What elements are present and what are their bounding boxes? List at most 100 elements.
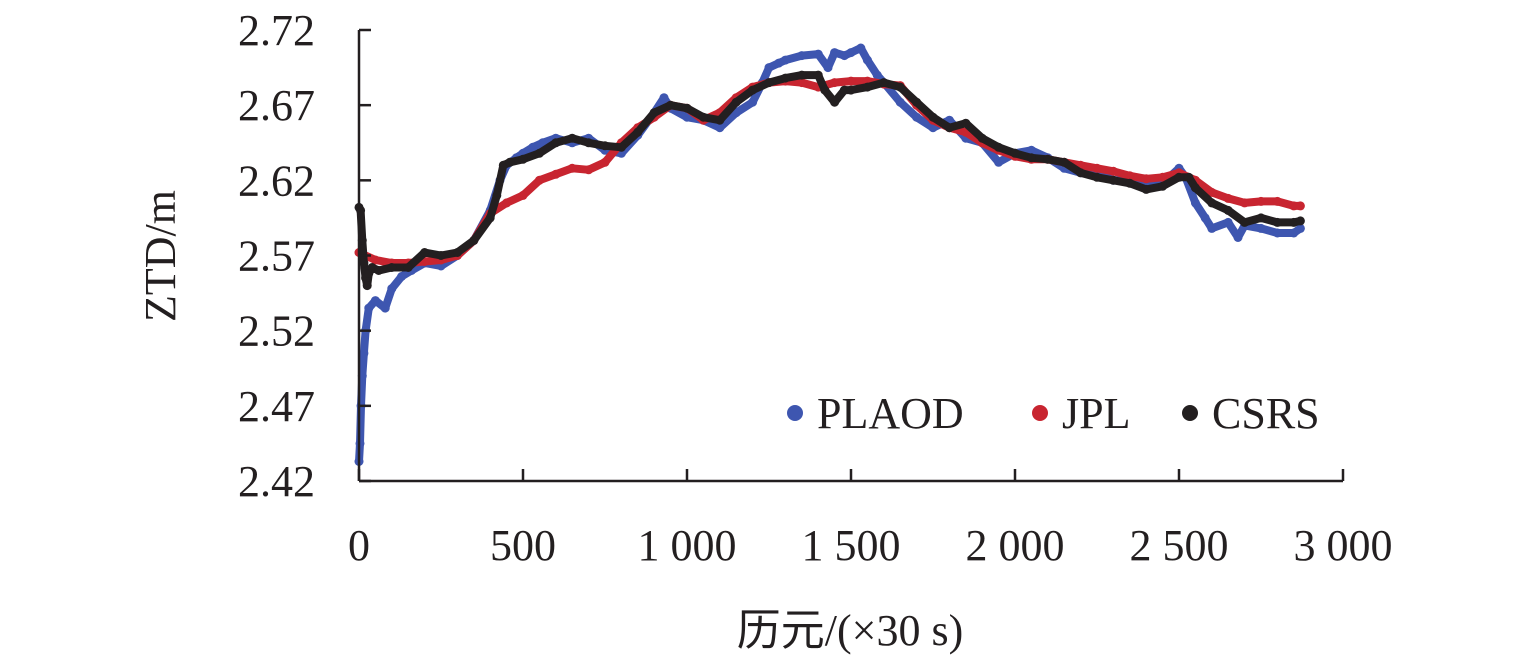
data-point <box>364 303 374 313</box>
data-point <box>567 163 577 173</box>
x-tick-label: 1 500 <box>802 521 901 570</box>
data-point <box>1043 154 1053 164</box>
data-point <box>895 97 905 107</box>
y-tick-label: 2.57 <box>238 232 315 281</box>
data-point <box>820 85 830 95</box>
data-point <box>1272 228 1282 238</box>
legend-label: CSRS <box>1212 389 1320 438</box>
data-point <box>1026 153 1036 163</box>
data-point <box>1233 233 1243 242</box>
data-point <box>1108 175 1118 185</box>
legend-marker <box>787 405 803 421</box>
data-point <box>1184 172 1194 182</box>
legend-label: JPL <box>1062 389 1130 438</box>
data-point <box>649 108 659 118</box>
data-point <box>895 82 905 92</box>
data-point <box>715 115 725 125</box>
data-point <box>846 85 856 95</box>
data-point <box>872 70 882 80</box>
data-point <box>1256 223 1266 233</box>
data-point <box>830 78 840 88</box>
x-axis-title: 历元/(×30 s) <box>737 606 963 655</box>
data-point <box>813 49 823 59</box>
y-tick-label: 2.52 <box>238 307 315 356</box>
data-point <box>1174 172 1184 182</box>
data-point <box>1295 216 1305 226</box>
data-point <box>698 112 708 122</box>
data-point <box>1207 223 1217 233</box>
data-point <box>502 198 512 208</box>
data-point <box>1256 213 1266 223</box>
data-point <box>633 127 643 137</box>
data-point <box>584 165 594 175</box>
data-point <box>436 251 446 260</box>
data-point <box>961 118 971 128</box>
data-point <box>1200 213 1210 223</box>
data-point <box>1240 198 1250 208</box>
data-point <box>994 157 1004 167</box>
data-point <box>567 133 577 143</box>
data-point <box>862 82 872 92</box>
data-point <box>420 248 430 257</box>
data-point <box>518 154 528 164</box>
legend-marker <box>1182 405 1198 421</box>
data-point <box>403 263 413 272</box>
data-point <box>830 97 840 107</box>
data-point <box>534 148 544 158</box>
y-tick-label: 2.67 <box>238 81 315 130</box>
y-axis-title: ZTD/m <box>136 190 185 322</box>
data-point <box>780 55 790 65</box>
y-tick-label: 2.47 <box>238 382 315 431</box>
data-point <box>797 51 807 61</box>
legend-item-plaod: PLAOD <box>787 389 964 438</box>
data-point <box>715 123 725 133</box>
data-point <box>452 248 462 257</box>
data-point <box>600 157 610 167</box>
data-point <box>780 73 790 83</box>
data-point <box>862 55 872 65</box>
x-tick-label: 3 000 <box>1294 521 1393 570</box>
data-point <box>528 142 538 152</box>
data-point <box>387 263 397 272</box>
x-tick-label: 1 000 <box>638 521 737 570</box>
data-point <box>551 169 561 179</box>
data-point <box>797 78 807 88</box>
data-point <box>1141 174 1151 184</box>
data-point <box>584 138 594 148</box>
data-point <box>1158 181 1168 191</box>
data-point <box>1272 196 1282 206</box>
data-point <box>748 97 758 107</box>
data-point <box>505 157 515 167</box>
data-point <box>764 78 774 88</box>
data-point <box>469 236 479 245</box>
data-point <box>1223 193 1233 203</box>
y-tick-label: 2.42 <box>238 457 315 506</box>
data-point <box>600 141 610 151</box>
data-point <box>823 63 833 73</box>
data-point <box>356 205 366 215</box>
data-point <box>879 78 889 88</box>
data-point <box>1092 163 1102 173</box>
y-axis-ticks: 2.42 2.47 2.52 2.57 2.62 2.67 2.72 <box>238 6 371 506</box>
data-point <box>485 213 495 223</box>
data-point <box>1190 198 1200 208</box>
data-point <box>1076 168 1086 178</box>
data-point <box>1059 157 1069 167</box>
data-point <box>616 142 626 152</box>
data-point <box>977 133 987 143</box>
data-point <box>1256 196 1266 206</box>
axes-layer: 2.42 2.47 2.52 2.57 2.62 2.67 2.72 0 500 1 000 1 … <box>238 6 1393 570</box>
data-point <box>830 48 840 58</box>
data-point <box>1190 183 1200 193</box>
data-point <box>748 85 758 95</box>
data-point <box>846 76 856 86</box>
data-point <box>1125 171 1135 181</box>
data-point <box>359 258 369 268</box>
data-point <box>1240 217 1250 227</box>
data-point <box>797 70 807 80</box>
data-point <box>666 100 676 110</box>
data-point <box>1141 184 1151 194</box>
data-point <box>839 85 849 95</box>
legend-label: PLAOD <box>817 389 964 438</box>
data-point <box>994 142 1004 152</box>
